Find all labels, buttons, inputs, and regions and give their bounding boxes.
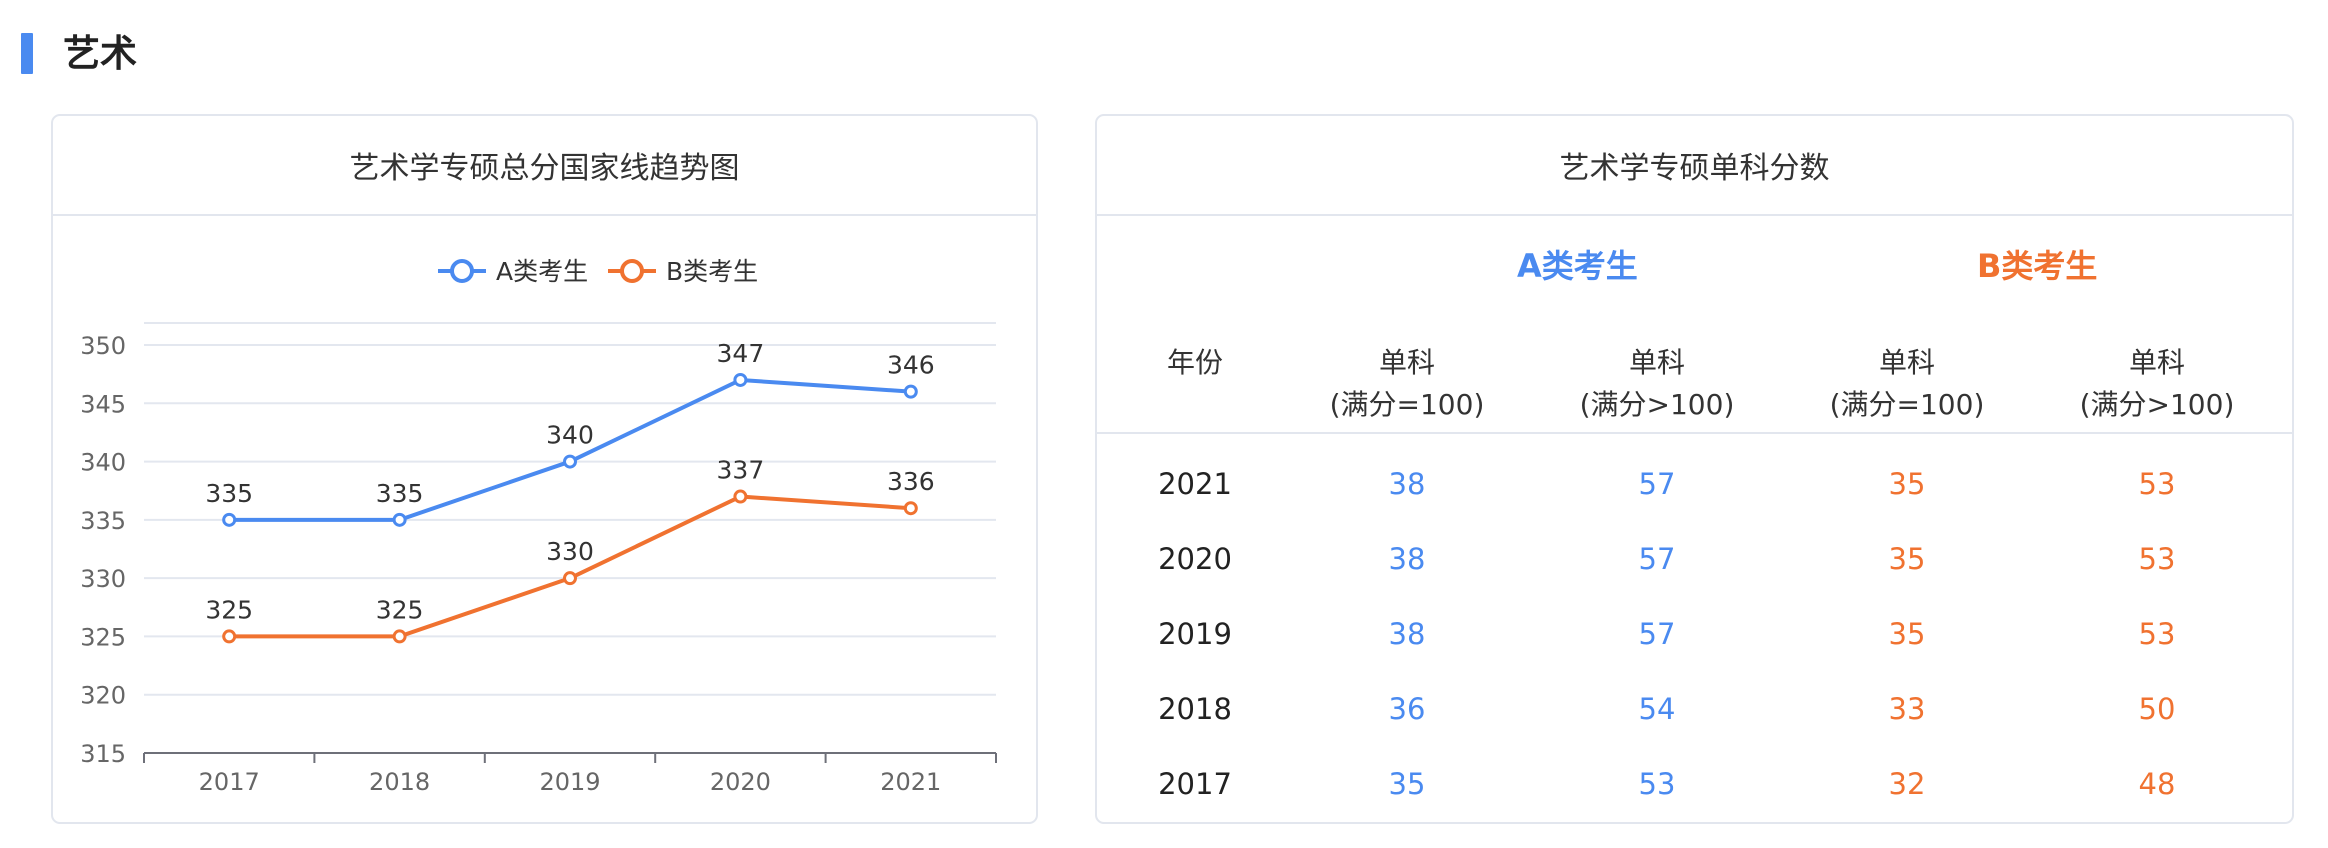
data-label: 335	[205, 479, 253, 508]
x-tick-label: 2021	[880, 768, 941, 796]
x-tick-label: 2017	[199, 768, 260, 796]
section-accent-bar	[21, 33, 33, 74]
data-label: 336	[887, 467, 935, 496]
y-tick-label: 330	[80, 565, 126, 593]
y-tick-label: 315	[80, 740, 126, 768]
data-point	[392, 512, 407, 527]
table-cell-a_gt100: 57	[1638, 542, 1676, 576]
y-tick-label: 350	[80, 332, 126, 360]
column-header-line1: 单科	[2128, 346, 2185, 379]
x-tick-label: 2020	[710, 768, 771, 796]
table-cell-b_gt100: 53	[2138, 617, 2176, 651]
data-point	[392, 629, 407, 644]
y-tick-label: 340	[80, 449, 126, 477]
column-header: 单科 (满分>100)	[2047, 342, 2267, 426]
table-cell-a_gt100: 57	[1638, 467, 1676, 501]
table-header: A类考生 B类考生	[1097, 216, 2292, 434]
x-tick-label: 2018	[369, 768, 430, 796]
table-cell-b100: 35	[1888, 617, 1926, 651]
section-title: 艺术	[63, 32, 137, 75]
table-cell-year: 2018	[1158, 692, 1232, 726]
line-chart: 315 320 325 330 335 340 345 350 2017 2018 2019 2020…	[80, 257, 997, 796]
y-tick-label: 335	[80, 507, 126, 535]
table-cell-b_gt100: 53	[2138, 467, 2176, 501]
table-cell-b_gt100: 48	[2138, 767, 2176, 801]
column-header: 单科 (满分=100)	[1797, 342, 2017, 426]
group-a-label: A类考生	[1517, 247, 1638, 285]
legend-marker	[620, 259, 644, 283]
table-cell-b100: 32	[1888, 767, 1926, 801]
score-table-card: 艺术学专硕单科分数 A类考生 B类考生 年份 单科 (满分=100) 单科 (满分>10…	[1095, 114, 2294, 824]
column-header: 单科 (满分=100)	[1297, 342, 1517, 426]
table-cell-year: 2020	[1158, 542, 1232, 576]
table-cell-b100: 35	[1888, 542, 1926, 576]
column-header: 年份	[1085, 342, 1305, 384]
table-card-title: 艺术学专硕单科分数	[1097, 116, 2292, 216]
data-point	[222, 629, 237, 644]
table-cell-a_gt100: 54	[1638, 692, 1676, 726]
column-header-line2: (满分>100)	[1579, 388, 1735, 421]
column-header-line1: 单科	[1628, 346, 1685, 379]
table-cell-a100: 38	[1388, 542, 1426, 576]
table-cell-b_gt100: 50	[2138, 692, 2176, 726]
data-label: 337	[717, 456, 765, 485]
y-tick-label: 345	[80, 390, 126, 418]
table-cell-year: 2017	[1158, 767, 1232, 801]
legend-marker	[450, 259, 474, 283]
column-header-line1: 年份	[1166, 346, 1223, 379]
column-header-line1: 单科	[1378, 346, 1435, 379]
table-cell-a_gt100: 53	[1638, 767, 1676, 801]
legend-label: A类考生	[496, 257, 588, 286]
data-label: 325	[376, 595, 424, 624]
data-label: 340	[546, 421, 594, 450]
table-cell-b100: 33	[1888, 692, 1926, 726]
column-header-line1: 单科	[1878, 346, 1935, 379]
column-header-line2: (满分=100)	[1329, 388, 1485, 421]
series-line-a	[229, 377, 911, 522]
data-point	[563, 571, 577, 586]
table-cell-a100: 38	[1388, 617, 1426, 651]
table-cell-a100: 38	[1388, 467, 1426, 501]
data-point	[903, 501, 918, 516]
table-cell-a100: 36	[1388, 692, 1426, 726]
y-tick-label: 320	[80, 682, 126, 710]
data-point	[222, 512, 237, 527]
table-cell-a_gt100: 57	[1638, 617, 1676, 651]
table-cell-year: 2019	[1158, 617, 1232, 651]
data-point	[903, 384, 918, 399]
column-header: 单科 (满分>100)	[1547, 342, 1767, 426]
legend-label: B类考生	[666, 257, 758, 286]
data-label: 330	[546, 537, 594, 566]
column-header-line2: (满分=100)	[1829, 388, 1985, 421]
table-cell-b_gt100: 53	[2138, 542, 2176, 576]
data-point	[733, 489, 748, 504]
table-cell-b100: 35	[1888, 467, 1926, 501]
chart-card: 艺术学专硕总分国家线趋势图 315 320 325 330 335 340 345 350 20…	[51, 114, 1038, 824]
data-label: 346	[887, 351, 935, 380]
group-b-label: B类考生	[1977, 247, 2098, 285]
table-cell-a100: 35	[1388, 767, 1426, 801]
y-tick-label: 325	[80, 623, 126, 651]
data-label: 347	[717, 339, 765, 368]
data-label: 335	[376, 479, 424, 508]
table-cell-year: 2021	[1158, 467, 1232, 501]
data-point	[563, 454, 577, 469]
data-point	[733, 372, 748, 387]
series-line-b	[229, 494, 911, 639]
data-label: 325	[205, 595, 253, 624]
column-header-line2: (满分>100)	[2079, 388, 2235, 421]
x-tick-label: 2019	[539, 768, 600, 796]
chart-card-title: 艺术学专硕总分国家线趋势图	[53, 116, 1036, 216]
